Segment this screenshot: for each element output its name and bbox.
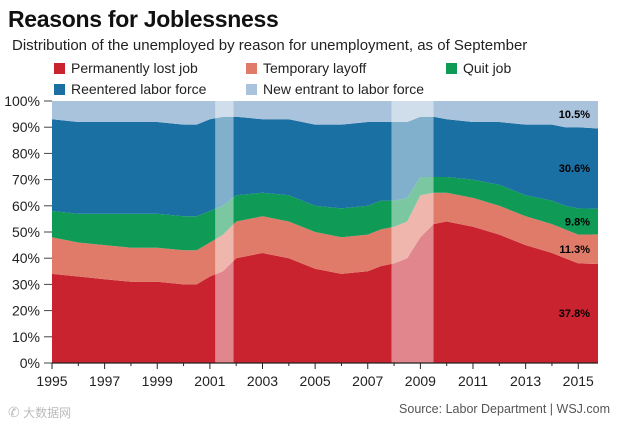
y-tick-label: 30%: [12, 276, 40, 292]
data-label: 30.6%: [559, 163, 590, 175]
chart-subtitle: Distribution of the unemployed by reason…: [12, 37, 528, 54]
chart-title: Reasons for Joblessness: [8, 6, 279, 32]
y-tick-label: 70%: [12, 172, 40, 188]
legend-swatch: [54, 63, 65, 74]
legend-label: Reentered labor force: [71, 81, 207, 97]
legend-label: Quit job: [463, 60, 512, 76]
legend-swatch: [54, 84, 65, 95]
legend-item-permanently-lost-job: Permanently lost job: [54, 60, 198, 76]
area-reentered-labor-force: [52, 116, 598, 217]
source-note: Source: Labor Department | WSJ.com: [399, 402, 610, 416]
data-label: 37.8%: [559, 308, 590, 320]
area-temporary-layoff: [52, 192, 598, 285]
x-tick-label: 2011: [458, 373, 488, 389]
x-tick-label: 2007: [352, 373, 383, 389]
data-label: 9.8%: [565, 217, 590, 229]
y-tick-label: 80%: [12, 145, 40, 161]
y-tick-label: 60%: [12, 198, 40, 214]
recession-band-1: [215, 101, 234, 363]
y-tick-label: 10%: [12, 329, 40, 345]
area-permanently-lost-job: [52, 221, 598, 363]
x-tick-label: 1997: [89, 373, 120, 389]
legend-swatch: [446, 63, 457, 74]
legend-item-temporary-layoff: Temporary layoff: [246, 60, 366, 76]
legend-item-new-entrant: New entrant to labor force: [246, 81, 424, 97]
legend-label: Temporary layoff: [263, 60, 367, 76]
chart-legend: Permanently lost job Temporary layoff Qu…: [54, 58, 614, 100]
y-tick-label: 40%: [12, 250, 40, 266]
area-new-entrant-to-labor-force: [52, 101, 598, 129]
x-tick-label: 2015: [563, 373, 594, 389]
data-label: 10.5%: [559, 109, 590, 121]
watermark: ✆ 大数据网: [8, 404, 71, 421]
x-tick-label: 2003: [247, 373, 278, 389]
legend-label: New entrant to labor force: [263, 81, 425, 97]
x-tick-label: 2005: [300, 373, 331, 389]
legend-swatch: [246, 84, 257, 95]
x-tick-label: 1995: [36, 373, 67, 389]
legend-swatch: [246, 63, 257, 74]
x-tick-label: 2013: [510, 373, 541, 389]
recession-band-2: [391, 101, 434, 363]
y-tick-label: 20%: [12, 303, 40, 319]
legend-item-reentered-labor-force: Reentered labor force: [54, 81, 206, 97]
y-tick-label: 100%: [4, 93, 40, 109]
area-quit-job: [52, 177, 598, 251]
data-label: 11.3%: [559, 244, 590, 256]
x-tick-label: 2009: [405, 373, 436, 389]
watermark-text: 大数据网: [23, 406, 72, 420]
y-tick-label: 0%: [20, 355, 40, 371]
x-tick-label: 2001: [194, 373, 225, 389]
legend-label: Permanently lost job: [71, 60, 198, 76]
y-tick-label: 50%: [12, 224, 40, 240]
legend-item-quit-job: Quit job: [446, 60, 511, 76]
x-tick-label: 1999: [142, 373, 173, 389]
watermark-logo-icon: ✆: [8, 404, 20, 420]
y-tick-label: 90%: [12, 119, 40, 135]
